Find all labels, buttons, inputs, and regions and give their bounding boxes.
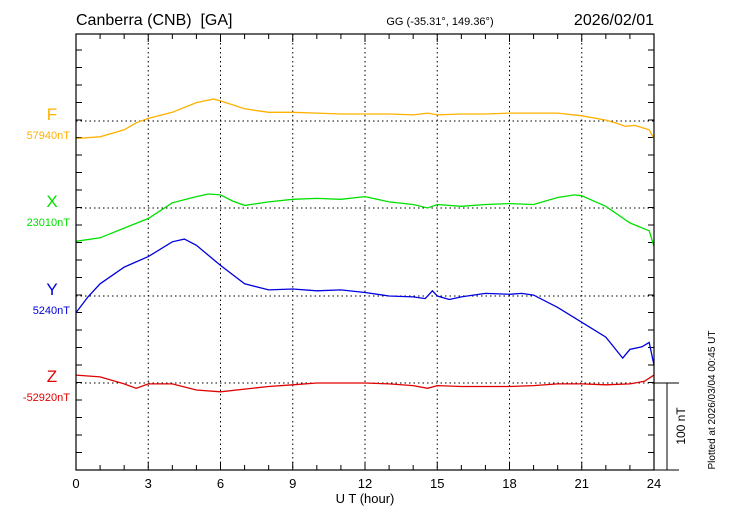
x-tick-label: 9 <box>289 476 296 491</box>
series-name-x: X <box>46 192 57 211</box>
series-line-z <box>75 374 655 393</box>
plot-frame <box>75 33 655 471</box>
x-tick-label: 0 <box>72 476 79 491</box>
series-baseline-f: 57940nT <box>27 130 71 142</box>
x-tick-label: 24 <box>647 476 661 491</box>
series-name-y: Y <box>46 280 57 299</box>
x-tick-label: 21 <box>575 476 589 491</box>
series-line-f <box>75 98 655 140</box>
series-labels: F 57940nT X 23010nT Y 5240nT Z -52920nT <box>23 105 70 404</box>
series-name-z: Z <box>47 367 57 386</box>
scale-bar <box>654 382 679 471</box>
axis-ticks <box>75 34 655 471</box>
chart-subtitle: GG (-35.31°, 149.36°) <box>386 16 493 28</box>
plotted-note: Plotted at 2026/03/04 00:45 UT <box>707 331 718 470</box>
x-tick-label: 15 <box>430 476 444 491</box>
x-tick-label: 6 <box>217 476 224 491</box>
chart-title: Canberra (CNB) [GA] <box>76 12 232 29</box>
series-group <box>75 98 655 393</box>
series-name-f: F <box>47 105 57 124</box>
x-tick-label: 18 <box>502 476 516 491</box>
x-axis-label: U T (hour) <box>336 491 395 506</box>
x-tick-labels: 0 3 6 9 12 15 18 21 24 <box>72 476 661 491</box>
series-baseline-y: 5240nT <box>33 305 71 317</box>
x-tick-label: 3 <box>145 476 152 491</box>
series-baseline-z: -52920nT <box>23 392 70 404</box>
series-line-x <box>75 193 655 247</box>
series-line-y <box>75 238 655 366</box>
grid <box>76 34 654 470</box>
chart-date: 2026/02/01 <box>574 12 654 29</box>
series-baseline-x: 23010nT <box>27 217 71 229</box>
scale-bar-label: 100 nT <box>674 407 688 445</box>
x-tick-label: 12 <box>358 476 372 491</box>
